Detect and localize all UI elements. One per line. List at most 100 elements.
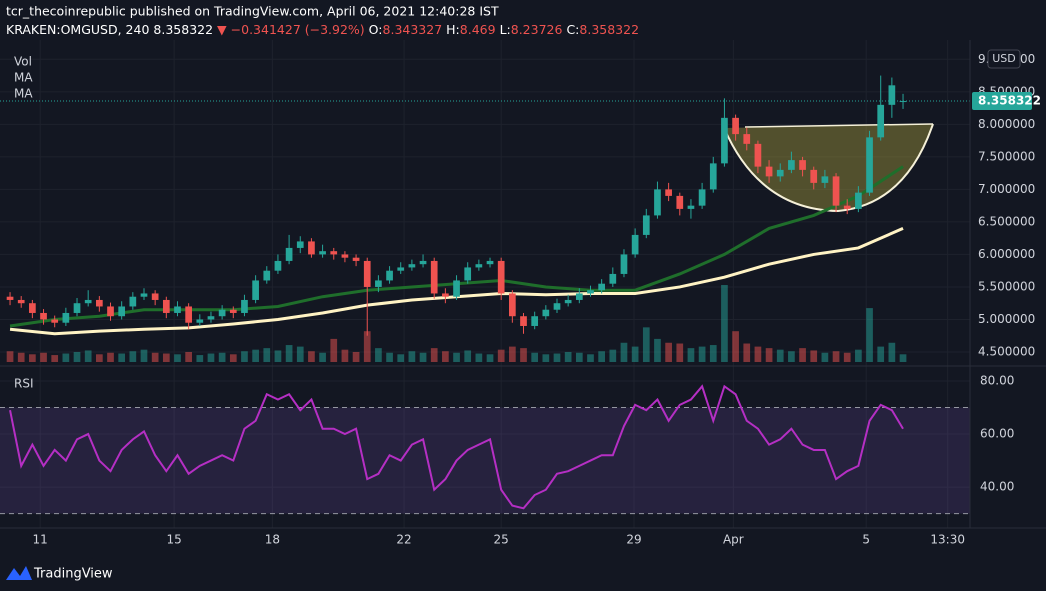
rsi-band	[0, 407, 970, 514]
volume-bar	[40, 352, 47, 362]
candle-body	[855, 192, 862, 209]
candle-body	[129, 296, 137, 307]
y-tick-label: 7.000000	[978, 182, 1035, 196]
candle-body	[497, 260, 505, 294]
legend-volume: Vol	[14, 55, 32, 69]
volume-bar	[631, 346, 639, 362]
candle-body	[687, 205, 695, 209]
h-label: H:	[446, 22, 460, 37]
volume-bar	[229, 354, 237, 362]
candle-body	[866, 137, 873, 193]
volume-bar	[296, 346, 304, 362]
c-label: C:	[566, 22, 579, 37]
candle-body	[229, 309, 237, 313]
volume-bar	[475, 353, 483, 362]
volume-bar	[73, 351, 81, 362]
candle-body	[218, 309, 226, 317]
candle-body	[810, 169, 818, 183]
candle-body	[575, 293, 583, 300]
x-tick-label: 29	[626, 533, 641, 547]
candle-body	[821, 176, 829, 183]
volume-bar	[62, 353, 70, 362]
candle-body	[419, 260, 427, 265]
candle-body	[609, 273, 617, 284]
last-price-tag	[972, 92, 1032, 111]
rsi-line	[9, 384, 904, 510]
candle-body	[631, 234, 639, 255]
candle-body	[397, 267, 405, 271]
volume-bar	[553, 353, 561, 362]
candle-body	[442, 293, 449, 297]
candle-body	[765, 166, 773, 177]
symbol: KRAKEN:OMGUSD, 240	[6, 22, 149, 37]
candle-body	[620, 254, 628, 274]
candle-body	[330, 251, 338, 255]
volume-bar	[6, 351, 14, 362]
volume-bar	[765, 348, 773, 362]
candle-body	[252, 280, 259, 300]
candle-body	[665, 189, 672, 196]
candle-body	[732, 117, 739, 135]
volume-bar	[531, 352, 539, 362]
volume-bar	[676, 343, 684, 362]
currency-button	[987, 49, 1021, 69]
volume-bar	[341, 349, 349, 362]
volume-bar	[375, 348, 382, 362]
volume-bar	[464, 350, 472, 362]
last-price-label: 8.358322	[978, 94, 1041, 108]
volume-bar	[185, 351, 192, 362]
volume-bar	[598, 351, 605, 362]
cup-fill	[724, 124, 933, 211]
volume-bar	[899, 354, 907, 362]
x-tick-label: 5	[862, 533, 870, 547]
volume-bar	[218, 352, 226, 362]
candle-body	[73, 303, 81, 313]
volume-bar	[442, 351, 449, 362]
candle-body	[788, 160, 795, 170]
last-price: 8.358322	[153, 22, 213, 37]
volume-bar	[118, 353, 126, 362]
volume-bar	[665, 342, 672, 362]
volume-bar	[51, 355, 59, 362]
x-tick-label: 13:30	[930, 533, 965, 547]
candle-body	[888, 85, 896, 105]
candle-body	[29, 303, 36, 313]
currency: USD	[992, 52, 1016, 65]
candle-body	[118, 306, 126, 317]
arrow: ▼	[217, 22, 227, 37]
volume-bar	[866, 308, 873, 362]
volume-bar	[330, 338, 338, 362]
volume-bar	[810, 350, 818, 362]
volume-bar	[508, 346, 516, 362]
volume-bar	[698, 346, 706, 362]
volume-bar	[709, 345, 717, 362]
candle-body	[162, 299, 170, 313]
change: −0.341427 (−3.92%)	[231, 22, 365, 37]
y-tick-label: 4.500000	[978, 344, 1035, 358]
candle-body	[207, 316, 215, 320]
candle-body	[553, 303, 561, 310]
candle-body	[107, 306, 114, 317]
volume-bar	[832, 351, 840, 362]
volume-bar	[497, 349, 505, 362]
volume-bar	[843, 352, 851, 362]
volume-bar	[274, 350, 282, 362]
volume-bar	[129, 351, 137, 362]
volume-bar	[252, 349, 259, 362]
candle-body	[352, 257, 360, 261]
candle-body	[363, 260, 371, 287]
candle-body	[6, 296, 14, 300]
l-label: L:	[500, 22, 511, 37]
candle-body	[51, 319, 59, 323]
symbol-line: KRAKEN:OMGUSD, 240 8.358322 ▼ −0.341427 …	[6, 22, 639, 37]
volume-bar	[855, 349, 862, 362]
volume-bar	[419, 352, 427, 362]
legend-ma: MA	[14, 71, 33, 85]
publisher: tcr_thecoinrepublic published on Trading…	[6, 4, 499, 19]
x-tick-label: 18	[265, 533, 280, 547]
volume-bar	[241, 351, 248, 362]
rsi-tick-label: 40.00	[980, 480, 1014, 494]
candle-body	[531, 316, 539, 326]
h-value: 8.469	[460, 22, 496, 37]
